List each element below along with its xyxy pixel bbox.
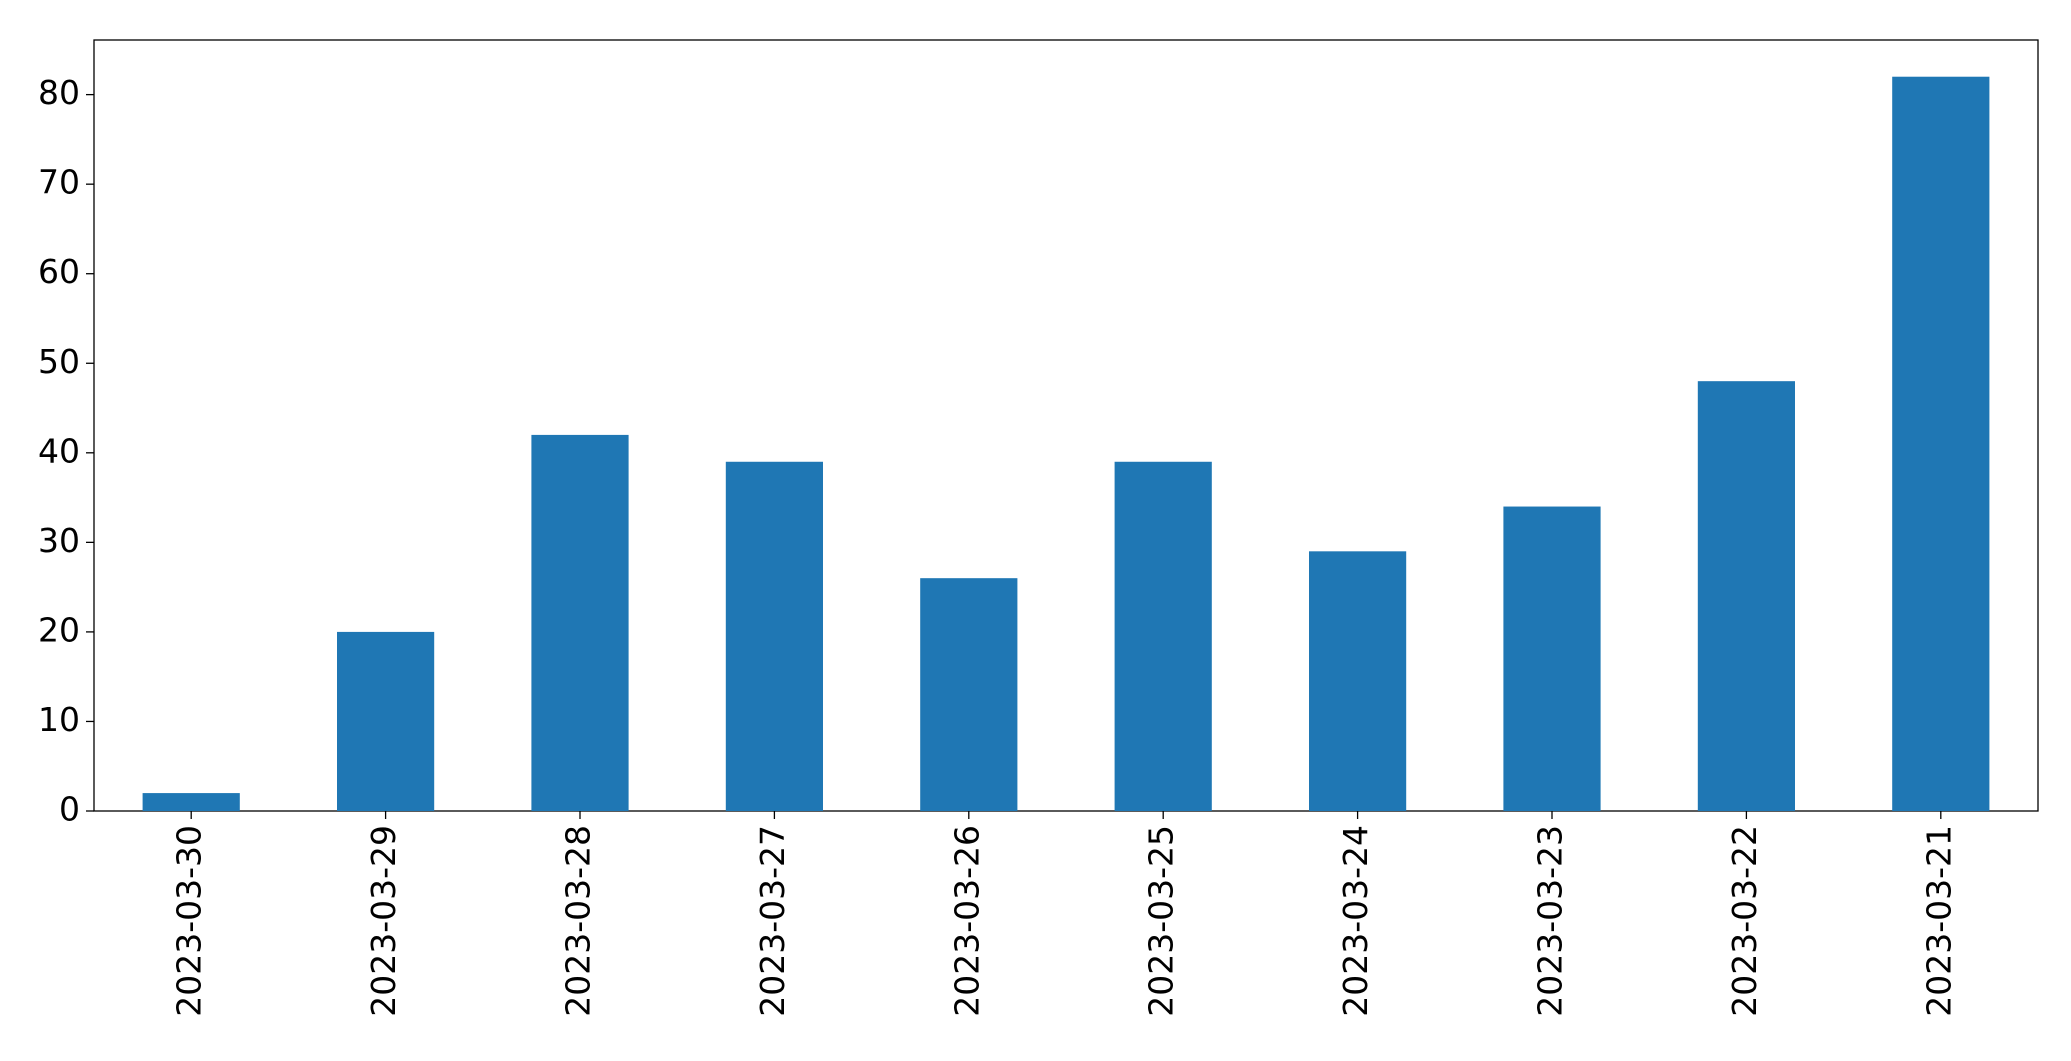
y-tick-label: 30: [38, 521, 80, 560]
bar: [920, 578, 1018, 811]
x-tick-label: 2023-03-27: [753, 825, 792, 1017]
x-tick-label: 2023-03-26: [947, 825, 986, 1017]
y-tick-label: 50: [38, 342, 80, 381]
x-tick-label: 2023-03-28: [559, 825, 598, 1017]
bar: [725, 461, 823, 811]
bar: [1697, 381, 1795, 811]
y-tick-label: 70: [38, 163, 80, 202]
x-tick-label: 2023-03-24: [1336, 825, 1375, 1017]
y-tick-label: 0: [59, 790, 80, 829]
x-tick-label: 2023-03-21: [1919, 825, 1958, 1017]
plot-frame: [93, 39, 2039, 812]
bar: [1309, 551, 1407, 811]
y-tick-label: 40: [38, 431, 80, 470]
x-tick-label: 2023-03-23: [1531, 825, 1570, 1017]
x-tick-label: 2023-03-30: [170, 825, 209, 1017]
y-tick-label: 10: [38, 700, 80, 739]
x-tick-label: 2023-03-29: [364, 825, 403, 1017]
bar: [531, 434, 629, 811]
y-tick-label: 60: [38, 252, 80, 291]
bar: [1503, 506, 1601, 811]
y-tick-label: 80: [38, 73, 80, 112]
x-tick-label: 2023-03-22: [1725, 825, 1764, 1017]
bar: [142, 793, 240, 811]
bar: [337, 631, 435, 811]
x-tick-label: 2023-03-25: [1142, 825, 1181, 1017]
y-tick-label: 20: [38, 610, 80, 649]
bar: [1114, 461, 1212, 811]
bar: [1892, 76, 1990, 811]
